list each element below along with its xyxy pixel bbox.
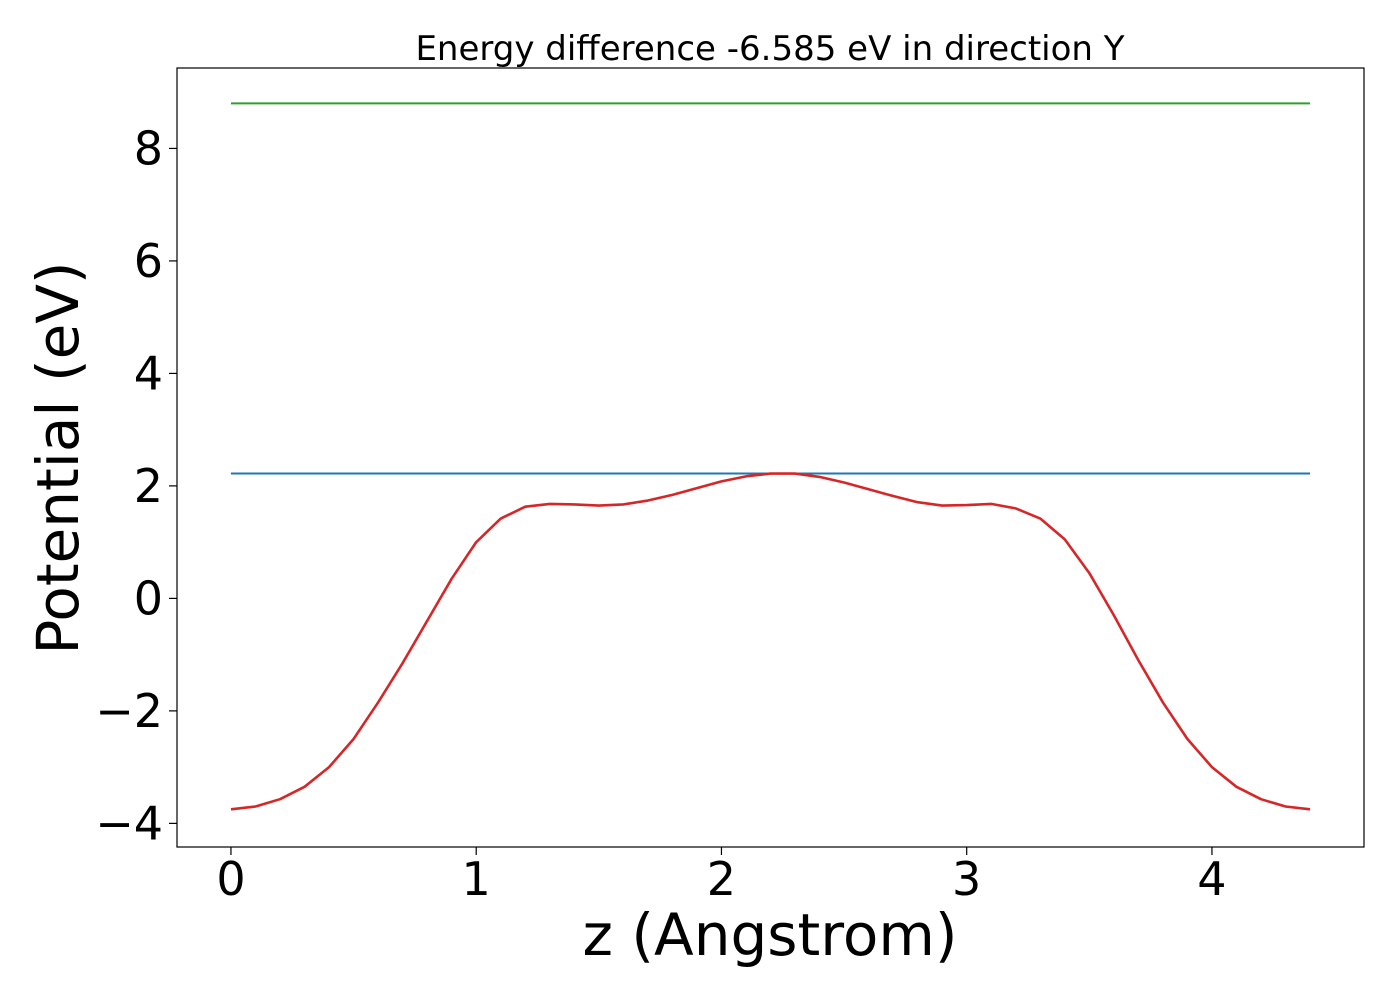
y-tick-label: −2: [95, 684, 163, 738]
y-tick-label: 2: [134, 459, 163, 513]
y-tick-label: 6: [134, 234, 163, 288]
y-tick-label: 8: [134, 121, 163, 175]
series-line-planar-average-potential: [230, 472, 1311, 811]
y-tick-label: 4: [134, 346, 163, 400]
x-tick-label: 1: [462, 852, 491, 906]
y-tick-label: 0: [134, 571, 163, 625]
x-tick-label: 2: [707, 852, 736, 906]
x-tick-label: 4: [1197, 852, 1226, 906]
axes-frame: [176, 67, 1365, 848]
y-axis-label: Potential (eV): [24, 261, 92, 654]
plot-area: [230, 102, 1311, 811]
x-tick-label: 3: [952, 852, 981, 906]
axis-ticks: 0 1 2 3 4 −4 −2 0 2 4 6 8: [95, 121, 1226, 906]
y-tick-label: −4: [95, 796, 163, 850]
x-tick-label: 0: [216, 852, 245, 906]
x-axis-label: z (Angstrom): [583, 901, 958, 969]
chart-title: Energy difference -6.585 eV in direction…: [415, 29, 1124, 69]
